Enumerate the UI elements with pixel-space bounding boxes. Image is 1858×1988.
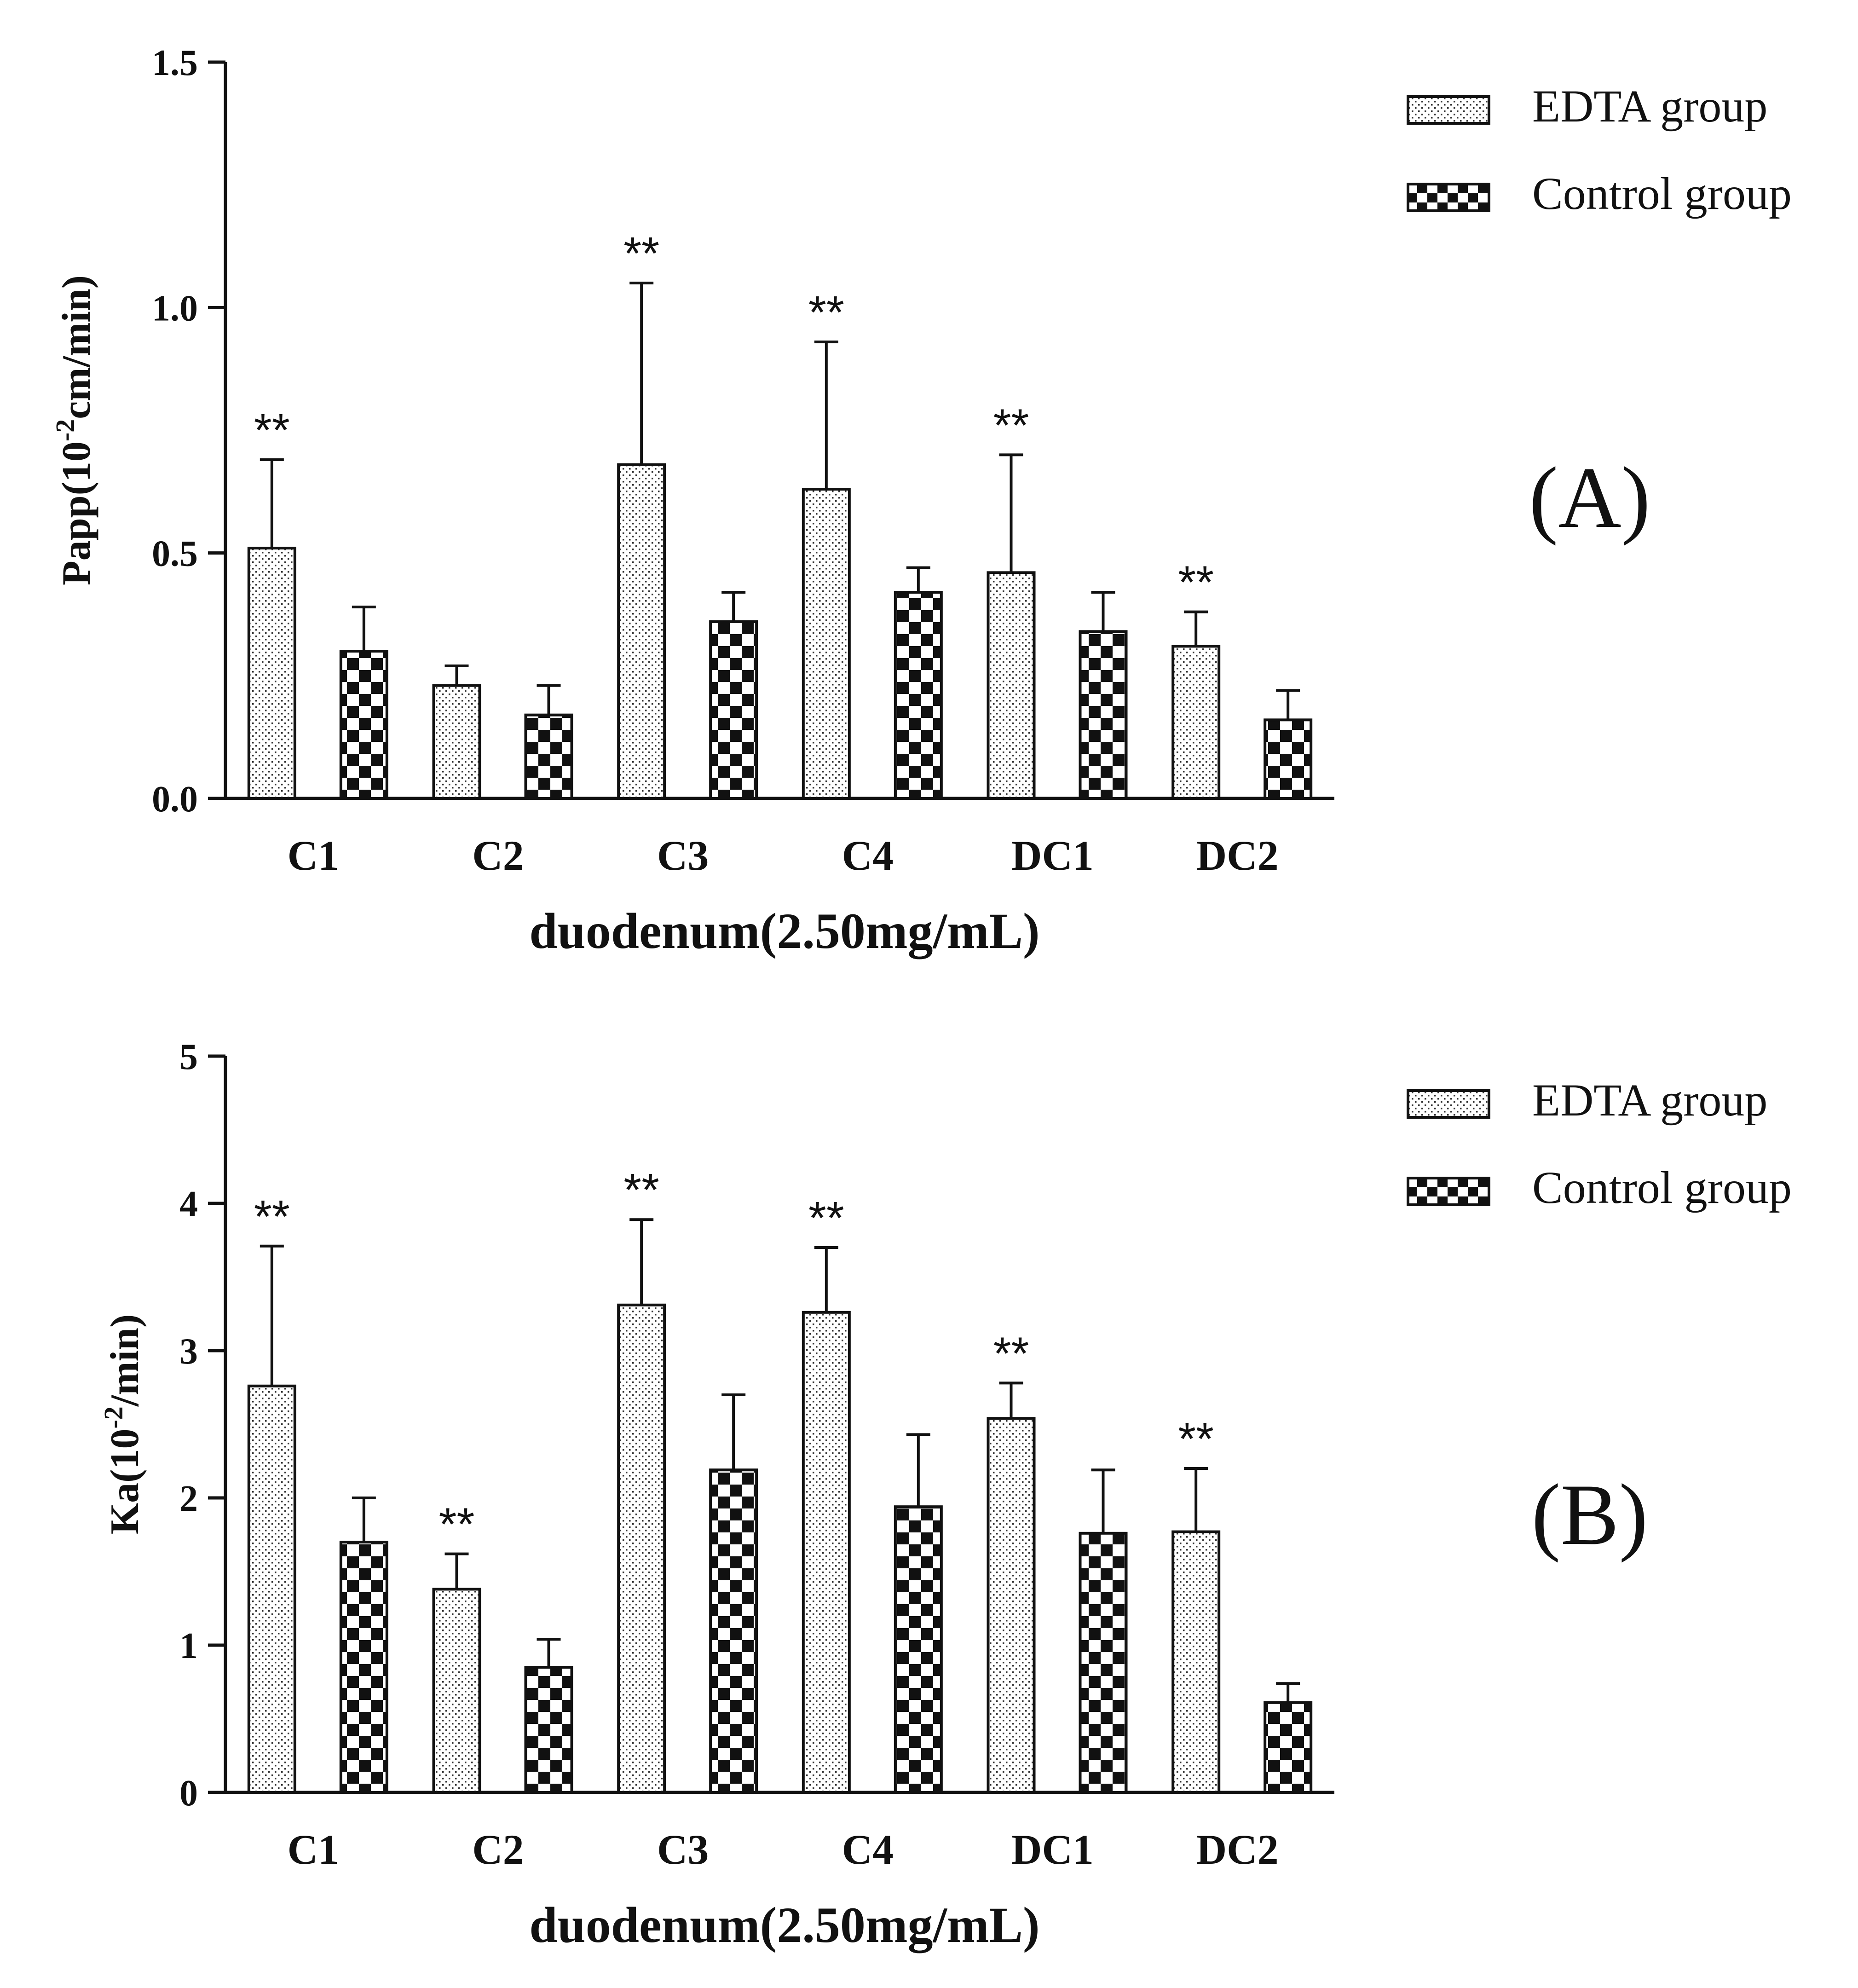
control-bar [339,650,388,800]
y-axis-title: Papp(10-2cm/min) [50,275,99,585]
y-axis-title-unit: /min) [103,1314,147,1407]
edta-bar [247,1384,296,1794]
control-bar [709,1468,758,1794]
significance-marker: ** [808,1192,844,1244]
legend-label-control: Control group [1532,1162,1792,1213]
control-bar [1079,1531,1128,1794]
category-label: C4 [842,832,894,879]
edta-bar [617,1303,666,1794]
significance-marker: ** [254,1191,290,1242]
y-tick-label: 5 [179,1037,198,1077]
legend-swatch-control [1407,183,1490,212]
x-axis-title: duodenum(2.50mg/mL) [529,1897,1039,1953]
y-axis-title-unit: cm/min) [54,275,99,419]
category-label: C3 [657,1826,709,1873]
y-tick-label: 1 [179,1626,198,1666]
significance-marker: ** [808,287,844,338]
y-tick-label: 4 [179,1184,198,1225]
significance-marker: ** [439,1499,475,1550]
legend: EDTA group Control group [1407,81,1792,219]
significance-marker: ** [254,405,290,456]
category-label: DC2 [1196,832,1279,879]
significance-marker: ** [993,399,1029,451]
control-bar [709,620,758,800]
category-label: C1 [288,832,339,879]
legend-swatch-edta [1407,1089,1490,1119]
panel-label: (A) [1529,450,1650,546]
panel-a: 0.0 0.5 1.0 1.5 Papp(10-2cm/min) duodenum(2.5… [50,43,1792,959]
edta-bar [1171,645,1221,800]
edta-bar [987,571,1036,800]
y-axis-title-main: Papp(10 [54,441,99,585]
legend-label-edta: EDTA group [1532,81,1767,132]
x-axis-title: duodenum(2.50mg/mL) [529,903,1039,959]
significance-marker: ** [993,1328,1029,1379]
control-bar [1264,1701,1313,1794]
legend-label-control: Control group [1532,168,1792,219]
bars: ** C1 C2 ** C3 ** C4 ** DC1 ** DC2 [247,228,1313,879]
edta-bar [802,488,851,800]
y-tick-label: 3 [179,1331,198,1372]
y-axis-title-superscript: -2 [50,419,80,441]
category-label: C2 [472,1826,524,1873]
category-label: C2 [472,832,524,879]
y-tick-label: 0 [179,1773,198,1814]
y-tick-label: 0.5 [152,534,198,574]
axes: 0.0 0.5 1.0 1.5 Papp(10-2cm/min) duodenum(2.5… [50,43,1334,959]
control-bar [1079,630,1128,800]
significance-marker: ** [623,1164,659,1216]
control-bar [339,1541,388,1794]
chart-a: 0.0 0.5 1.0 1.5 Papp(10-2cm/min) duodenum(2.5… [50,43,1792,959]
y-axis-title-main: Ka(10 [103,1429,147,1535]
category-label: C1 [288,1826,339,1873]
y-axis-title: Ka(10-2/min) [98,1314,147,1535]
legend-label-edta: EDTA group [1532,1075,1767,1126]
category-label: DC1 [1011,832,1094,879]
edta-bar [432,1588,481,1794]
edta-bar [1171,1530,1221,1794]
significance-marker: ** [1178,1413,1214,1465]
control-bar [894,1505,943,1794]
legend: EDTA group Control group [1407,1075,1792,1213]
control-bar [1264,718,1313,800]
legend-swatch-control [1407,1177,1490,1206]
y-tick-label: 0.0 [152,779,198,820]
edta-bar [617,463,666,800]
edta-bar [247,547,296,800]
category-label: C4 [842,1826,894,1873]
axes: 0 1 2 3 4 5 Ka(10-2/min) duodenum(2.50mg/mL) [98,1037,1334,1953]
chart-b: 0 1 2 3 4 5 Ka(10-2/min) duodenum(2.50mg/mL) ** C… [98,1037,1792,1953]
legend-swatch-edta [1407,95,1490,125]
y-tick-label: 1.0 [152,288,198,329]
edta-bar [802,1311,851,1794]
bars: ** C1 ** C2 ** C3 ** C4 ** DC1 ** DC2 [247,1164,1313,1873]
y-tick-label: 1.5 [152,43,198,83]
y-tick-label: 2 [179,1479,198,1519]
control-bar [524,1666,573,1794]
control-bar [894,591,943,800]
y-axis-title-superscript: -2 [98,1406,128,1428]
edta-bar [432,684,481,800]
significance-marker: ** [623,228,659,279]
significance-marker: ** [1178,557,1214,608]
control-bar [524,713,573,800]
panel-label: (B) [1531,1467,1648,1563]
edta-bar [987,1417,1036,1794]
category-label: C3 [657,832,709,879]
category-label: DC2 [1196,1826,1279,1873]
panel-b: 0 1 2 3 4 5 Ka(10-2/min) duodenum(2.50mg/mL) ** C… [0,994,1858,1988]
category-label: DC1 [1011,1826,1094,1873]
